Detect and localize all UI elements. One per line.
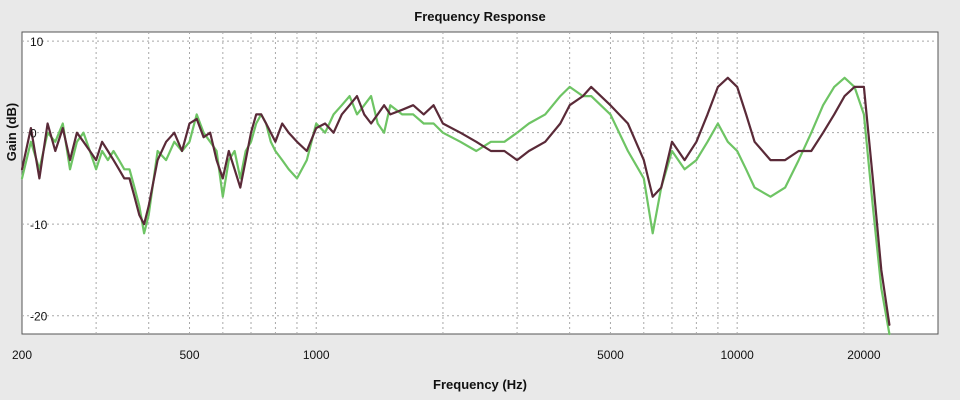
x-tick-label: 1000 [303, 348, 330, 362]
y-tick-label: -20 [30, 310, 48, 324]
x-tick-label: 500 [179, 348, 199, 362]
y-tick-label: 10 [30, 35, 44, 49]
y-axis-title: Gain (dB) [4, 103, 19, 162]
chart-title: Frequency Response [414, 9, 546, 24]
x-tick-label: 5000 [597, 348, 624, 362]
green-series-line [20, 76, 891, 336]
plot-area [21, 31, 939, 335]
series-layer [20, 76, 891, 336]
y-axis-ticks: 10 0 -10 -20 [30, 35, 48, 324]
x-tick-label: 200 [12, 348, 32, 362]
x-axis-title: Frequency (Hz) [433, 377, 527, 392]
x-tick-label: 10000 [720, 348, 754, 362]
y-tick-label: 0 [30, 127, 37, 141]
x-tick-label: 20000 [847, 348, 881, 362]
dark-series-line [20, 76, 891, 326]
x-axis-ticks: 200 500 1000 5000 10000 20000 [12, 348, 881, 362]
grid [22, 32, 938, 334]
y-tick-label: -10 [30, 218, 48, 232]
